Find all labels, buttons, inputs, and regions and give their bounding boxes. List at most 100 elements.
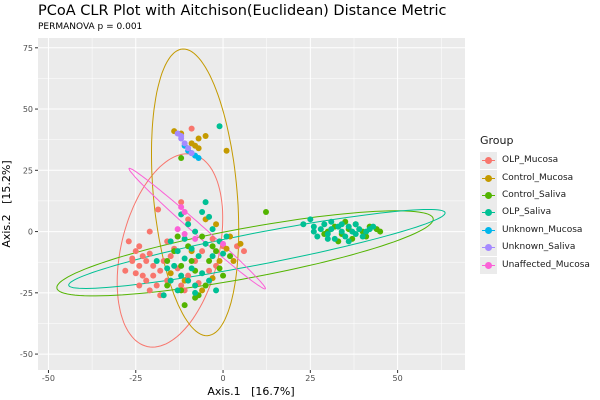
y-tick-label: 25 — [23, 166, 33, 175]
point-olp-saliva — [324, 235, 331, 242]
point-unknown-mucosa — [195, 155, 202, 162]
point-control-saliva — [178, 155, 185, 162]
legend-label: OLP_Mucosa — [502, 155, 559, 166]
point-olp-saliva — [310, 228, 317, 235]
point-olp-saliva — [356, 226, 363, 233]
legend-key-icon — [480, 152, 497, 170]
point-olp-saliva — [199, 270, 206, 277]
point-olp-saliva — [331, 235, 338, 242]
point-olp-saliva — [202, 199, 209, 206]
point-olp-saliva — [328, 226, 335, 233]
point-control-saliva — [164, 282, 171, 289]
legend-key-icon — [480, 221, 497, 239]
legend-label: Control_Saliva — [502, 189, 567, 200]
ellipse-control-saliva — [56, 210, 434, 297]
point-olp-mucosa — [136, 262, 143, 269]
point-control-mucosa — [195, 135, 202, 142]
point-olp-saliva — [185, 277, 192, 284]
point-olp-saliva — [185, 221, 192, 228]
point-olp-saliva — [192, 282, 199, 289]
point-control-saliva — [377, 228, 384, 235]
point-olp-mucosa — [150, 262, 157, 269]
point-control-mucosa — [230, 257, 237, 264]
y-tick-label: -25 — [20, 289, 33, 298]
point-olp-mucosa — [143, 277, 150, 284]
point-olp-mucosa — [139, 272, 146, 279]
ellipses — [56, 48, 446, 348]
point-unaffected-mucosa — [192, 235, 199, 242]
point-olp-mucosa — [125, 238, 132, 245]
y-tick-label: 50 — [23, 105, 33, 114]
point-control-saliva — [192, 294, 199, 301]
point-olp-mucosa — [185, 272, 192, 279]
legend-label: Control_Mucosa — [502, 172, 574, 183]
point-unaffected-mucosa — [181, 231, 188, 238]
x-axis-title: Axis.1 [16.7%] — [207, 385, 294, 398]
point-olp-saliva — [188, 245, 195, 252]
point-olp-saliva — [307, 216, 314, 223]
ellipse-olp-saliva — [68, 209, 446, 290]
ellipse-unaffected-mucosa — [128, 167, 266, 290]
point-olp-saliva — [300, 221, 307, 228]
legend-item-unknown-saliva: Unknown_Saliva — [480, 239, 590, 257]
legend-key-icon — [480, 169, 497, 187]
point-olp-saliva — [178, 272, 185, 279]
legend-key-icon — [480, 204, 497, 222]
point-control-saliva — [188, 257, 195, 264]
point-olp-saliva — [160, 292, 167, 299]
point-olp-saliva — [352, 221, 359, 228]
legend-item-control-mucosa: Control_Mucosa — [480, 169, 590, 187]
point-control-saliva — [181, 302, 188, 309]
point-unknown-saliva — [181, 140, 188, 147]
point-olp-saliva — [174, 287, 181, 294]
point-olp-saliva — [314, 233, 321, 240]
chart-subtitle: PERMANOVA p = 0.001 — [38, 22, 143, 32]
plot-panel — [38, 38, 465, 370]
point-unaffected-mucosa — [220, 240, 227, 247]
point-olp-mucosa — [136, 243, 143, 250]
point-olp-saliva — [192, 228, 199, 235]
point-control-mucosa — [188, 140, 195, 147]
gridlines — [38, 38, 465, 370]
point-olp-mucosa — [206, 267, 213, 274]
point-control-saliva — [199, 233, 206, 240]
legend-label: Unaffected_Mucosa — [502, 259, 590, 270]
point-olp-saliva — [167, 238, 174, 245]
point-olp-mucosa — [146, 228, 153, 235]
point-olp-mucosa — [150, 272, 157, 279]
point-olp-saliva — [164, 265, 171, 272]
point-olp-mucosa — [185, 216, 192, 223]
point-olp-mucosa — [209, 235, 216, 242]
legend-item-unknown-mucosa: Unknown_Mucosa — [480, 221, 590, 239]
point-olp-mucosa — [136, 282, 143, 289]
point-olp-mucosa — [199, 248, 206, 255]
point-olp-mucosa — [132, 270, 139, 277]
legend-key-icon — [480, 186, 497, 204]
point-olp-saliva — [370, 223, 377, 230]
point-olp-saliva — [317, 226, 324, 233]
point-olp-mucosa — [132, 248, 139, 255]
point-olp-saliva — [209, 253, 216, 260]
point-unknown-saliva — [178, 133, 185, 140]
legend-label: Unknown_Mucosa — [502, 224, 583, 235]
point-olp-mucosa — [240, 248, 247, 255]
point-olp-saliva — [181, 235, 188, 242]
legend-title: Group — [480, 134, 514, 147]
legend: Group OLP_Mucosa Control_Mucosa Control_Sa… — [480, 134, 590, 274]
point-unknown-saliva — [185, 145, 192, 152]
point-control-saliva — [216, 265, 223, 272]
legend-item-olp-saliva: OLP_Saliva — [480, 204, 590, 222]
point-olp-saliva — [338, 221, 345, 228]
point-control-saliva — [220, 272, 227, 279]
point-control-mucosa — [213, 221, 220, 228]
point-control-saliva — [202, 282, 209, 289]
point-olp-saliva — [324, 231, 331, 238]
chart-title: PCoA CLR Plot with Aitchison(Euclidean) … — [38, 3, 447, 19]
point-control-mucosa — [237, 240, 244, 247]
point-olp-mucosa — [122, 267, 129, 274]
point-olp-saliva — [345, 238, 352, 245]
point-olp-saliva — [195, 253, 202, 260]
legend-label: Unknown_Saliva — [502, 242, 576, 253]
point-unaffected-mucosa — [178, 204, 185, 211]
